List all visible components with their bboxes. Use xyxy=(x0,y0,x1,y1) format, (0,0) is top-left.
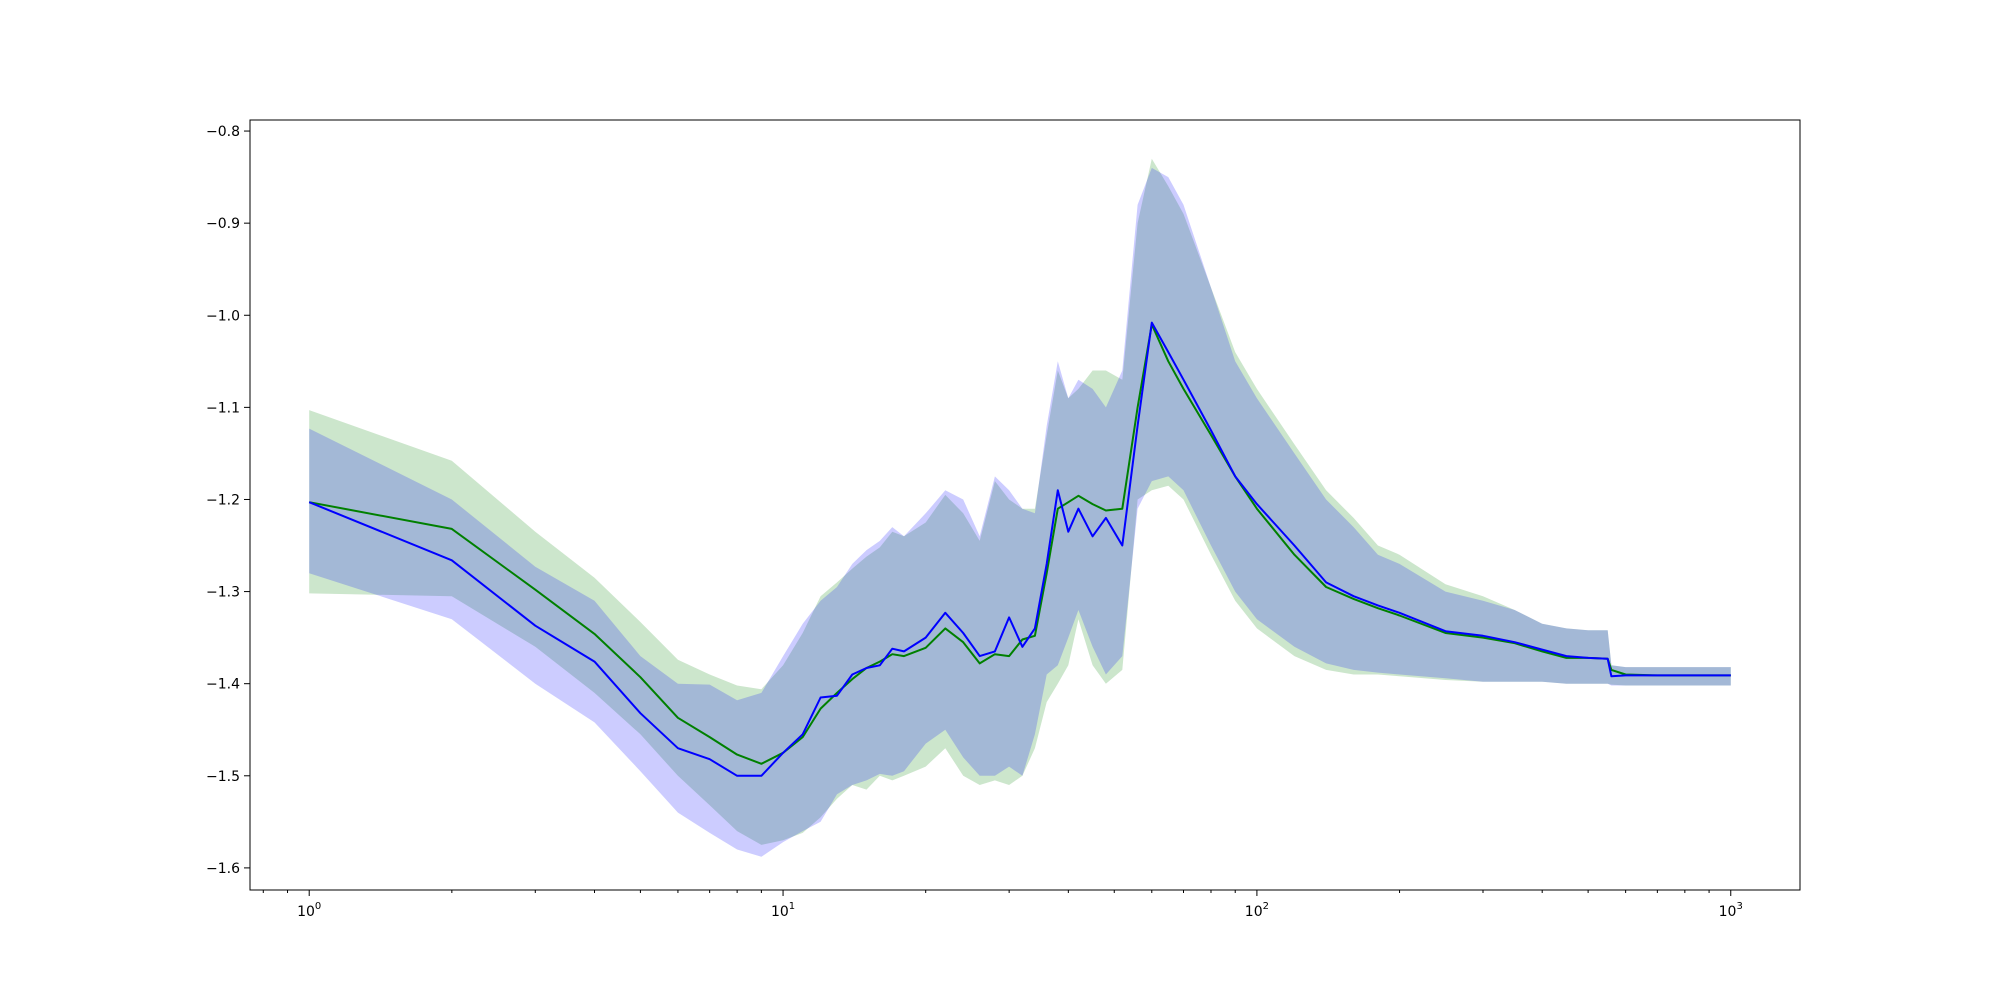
y-tick-label: −0.8 xyxy=(206,124,240,140)
series-lines xyxy=(308,321,1731,777)
x-tick-label: 102 xyxy=(1245,901,1269,920)
x-tick-label: 103 xyxy=(1719,901,1743,920)
y-tick-label: −1.1 xyxy=(206,400,240,416)
plot-frame xyxy=(249,119,1801,891)
y-tick-label: −1.0 xyxy=(206,308,240,324)
y-tick-label: −1.2 xyxy=(206,492,240,508)
band-series-2 xyxy=(309,167,1731,857)
line-series-2 xyxy=(308,321,1731,777)
x-tick-label: 100 xyxy=(297,901,321,920)
y-tick-label: −0.9 xyxy=(206,216,240,232)
y-tick-label: −1.3 xyxy=(206,585,240,601)
y-tick-label: −1.6 xyxy=(206,861,240,877)
band-series-1 xyxy=(309,158,1731,845)
x-axis: 100 101 102 103 xyxy=(262,890,1743,920)
confidence-bands xyxy=(309,158,1731,857)
y-axis: −0.8 −0.9 −1.0 −1.1 −1.2 −1.3 −1.4 −1.5 −1.6 xyxy=(206,124,250,877)
y-tick-label: −1.4 xyxy=(206,677,240,693)
x-tick-label: 101 xyxy=(771,901,795,920)
y-tick-label: −1.5 xyxy=(206,769,240,785)
